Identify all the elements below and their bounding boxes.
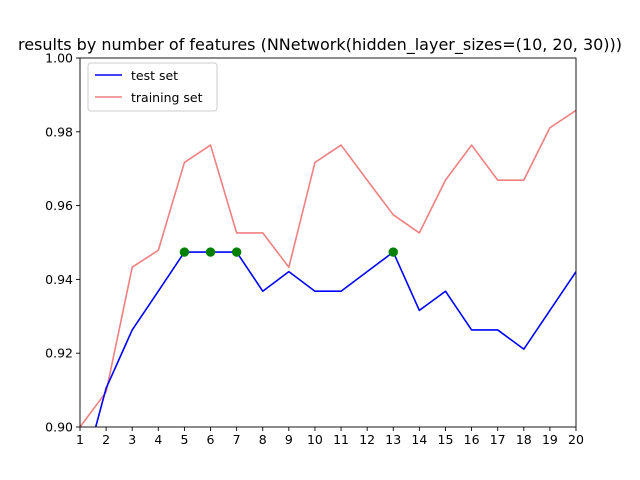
series-line-test-set (94, 251, 576, 427)
y-tick-label: 0.96 (45, 198, 73, 213)
y-tick-label: 0.94 (45, 272, 73, 287)
x-tick-label: 6 (207, 432, 215, 447)
x-tick-label: 13 (385, 432, 401, 447)
x-tick-label: 8 (259, 432, 267, 447)
series-lines (80, 109, 576, 427)
legend: test set training set (87, 62, 218, 112)
chart-title: results by number of features (NNetwork(… (18, 35, 622, 55)
x-tick-label: 3 (128, 432, 136, 447)
x-tick-label: 4 (154, 432, 162, 447)
x-tick-label: 20 (568, 432, 584, 447)
x-tick-label: 7 (233, 432, 241, 447)
x-tick-label: 18 (516, 432, 532, 447)
y-tick-label: 1.00 (45, 51, 73, 66)
highlight-point (231, 247, 242, 257)
x-tick-label: 2 (102, 432, 110, 447)
x-tick-label: 17 (490, 432, 506, 447)
x-tick-label: 9 (285, 432, 293, 447)
plot-area: 1 2 3 4 5 6 7 8 9 10 11 12 13 14 15 16 17 18 19 200.900.920… (45, 51, 584, 448)
y-tick-label: 0.90 (45, 420, 73, 435)
y-tick-label: 0.98 (45, 124, 73, 139)
legend-label-test-set: test set (131, 68, 178, 83)
x-tick-label: 10 (307, 432, 323, 447)
x-tick-label: 12 (359, 432, 375, 447)
y-tick-label: 0.92 (45, 346, 73, 361)
x-tick-label: 14 (411, 432, 427, 447)
highlight-point (205, 247, 216, 257)
x-tick-label: 11 (333, 432, 349, 447)
legend-label-training-set: training set (131, 90, 203, 105)
x-tick-label: 16 (464, 432, 480, 447)
x-tick-label: 15 (438, 432, 454, 447)
x-tick-label: 5 (180, 432, 188, 447)
highlight-point (179, 247, 190, 257)
highlight-point (388, 247, 398, 257)
series-line-training-set (80, 109, 576, 427)
x-tick-label: 19 (542, 432, 558, 447)
plot-frame (79, 57, 577, 428)
x-tick-label: 1 (76, 432, 84, 447)
